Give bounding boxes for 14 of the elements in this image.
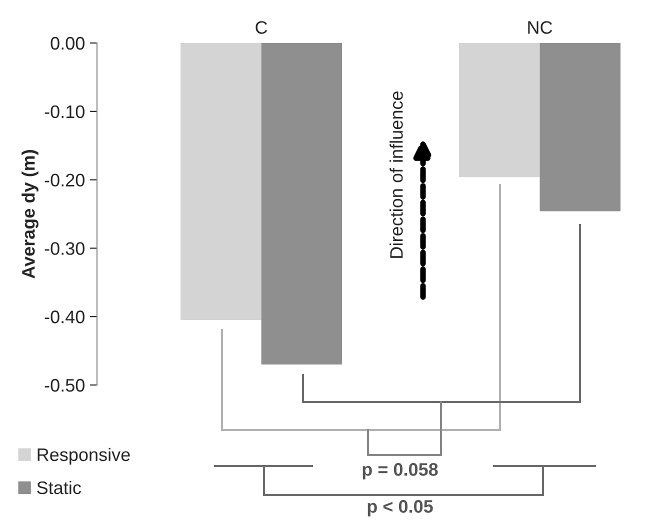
x-tick-label: NC — [528, 21, 552, 34]
y-tick-label: 0.00 — [50, 36, 84, 50]
y-tick-label: -0.40 — [44, 310, 84, 324]
y-tick-label: -0.10 — [44, 105, 84, 118]
legend-label: Responsive — [38, 448, 130, 465]
legend-label: Static — [37, 480, 81, 494]
text: p = 0.058 — [362, 463, 438, 480]
x-tick-label: C — [256, 21, 268, 34]
annotation: Direction of influence — [390, 91, 403, 258]
y-tick-label: -0.50 — [44, 378, 84, 392]
text: p < 0.05 — [368, 500, 433, 516]
y-tick-label: -0.20 — [44, 174, 84, 187]
y-tick-label: -0.30 — [44, 242, 84, 255]
y-axis-title: Average dy (m) — [22, 150, 38, 278]
